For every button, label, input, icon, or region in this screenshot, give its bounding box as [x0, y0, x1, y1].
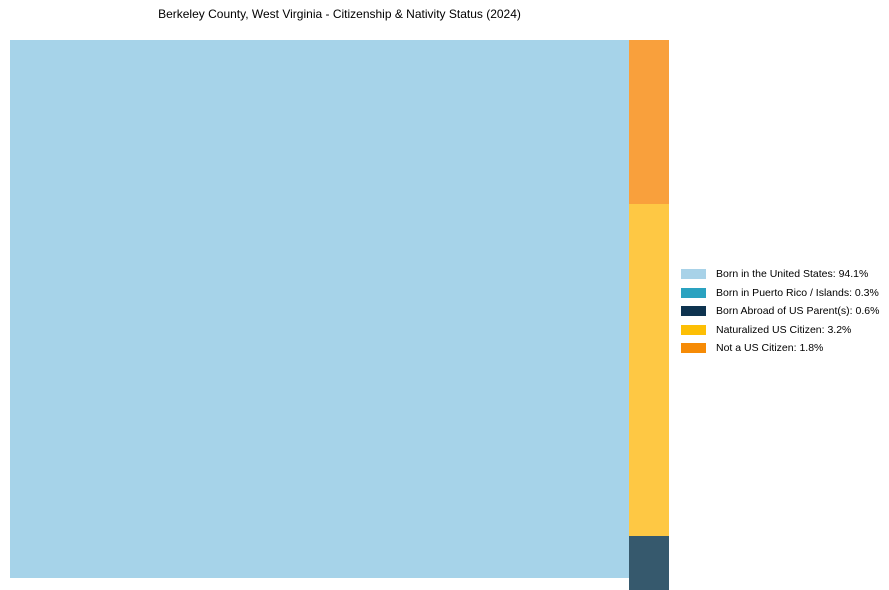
legend-item-naturalized-us-citizen: Naturalized US Citizen: 3.2% — [681, 321, 879, 340]
treemap-plot — [10, 40, 669, 590]
legend-item-born-in-puerto-rico-islands: Born in Puerto Rico / Islands: 0.3% — [681, 284, 879, 303]
legend-label-born-in-united-states: Born in the United States: 94.1% — [716, 268, 869, 281]
legend-swatch-born-in-united-states — [681, 269, 706, 280]
legend-label-born-in-puerto-rico-islands: Born in Puerto Rico / Islands: 0.3% — [716, 286, 879, 299]
treemap-rect-not-a-us-citizen — [629, 40, 669, 204]
legend-label-not-a-us-citizen: Not a US Citizen: 1.8% — [716, 342, 824, 355]
legend-item-born-abroad-of-us-parents: Born Abroad of US Parent(s): 0.6% — [681, 302, 879, 321]
legend-swatch-born-in-puerto-rico-islands — [681, 287, 706, 298]
legend-swatch-born-abroad-of-us-parents — [681, 306, 706, 317]
legend-label-naturalized-us-citizen: Naturalized US Citizen: 3.2% — [716, 323, 852, 336]
legend-item-born-in-united-states: Born in the United States: 94.1% — [681, 265, 879, 284]
treemap-rect-naturalized-us-citizen — [629, 204, 669, 536]
legend-label-born-abroad-of-us-parents: Born Abroad of US Parent(s): 0.6% — [716, 305, 880, 318]
legend: Born in the United States: 94.1% Born in… — [681, 265, 879, 358]
chart-title: Berkeley County, West Virginia - Citizen… — [158, 7, 521, 21]
treemap-rect-born-abroad-of-us-parents — [629, 536, 669, 590]
legend-item-not-a-us-citizen: Not a US Citizen: 1.8% — [681, 339, 879, 358]
legend-swatch-naturalized-us-citizen — [681, 324, 706, 335]
legend-swatch-not-a-us-citizen — [681, 343, 706, 354]
treemap-rect-born-in-united-states — [10, 40, 629, 578]
